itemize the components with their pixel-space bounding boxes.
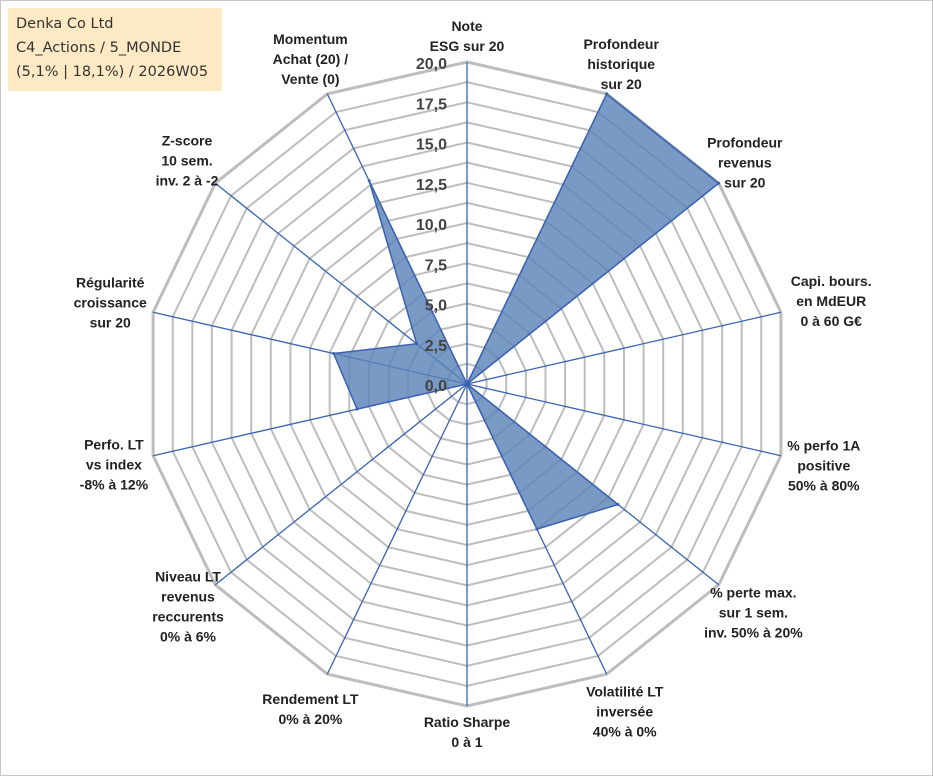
axis-label-0: ESG sur 20 bbox=[430, 38, 505, 54]
axis-labels: Note ESG sur 20 Profondeur historique sur 20… bbox=[74, 18, 872, 750]
axis-label-9: reccurents bbox=[152, 609, 224, 625]
axis-label-10: Perfo. LT bbox=[84, 437, 144, 453]
data-point-1 bbox=[605, 92, 609, 96]
tick-label: 10,0 bbox=[416, 217, 447, 234]
axis-label-8: Rendement LT bbox=[262, 691, 359, 707]
axis-label-7: 0 à 1 bbox=[451, 734, 482, 750]
axis-label-4: % perfo 1A bbox=[787, 437, 860, 453]
axis-label-12: Z-score bbox=[162, 133, 213, 149]
axis-label-9: revenus bbox=[161, 589, 215, 605]
axis-label-6: Volatilité LT bbox=[586, 684, 664, 700]
axis-label-5: inv. 50% à 20% bbox=[704, 624, 803, 640]
data-point-6 bbox=[535, 527, 539, 531]
data-point-13 bbox=[367, 179, 371, 183]
axis-label-2: revenus bbox=[718, 154, 772, 170]
axis-label-2: Profondeur bbox=[707, 134, 783, 150]
axis-label-11: sur 20 bbox=[90, 315, 131, 331]
data-area-layer bbox=[332, 92, 721, 531]
axis-label-13: Vente (0) bbox=[281, 71, 339, 87]
data-point-11 bbox=[332, 352, 336, 355]
axis-label-3: en MdEUR bbox=[796, 293, 866, 309]
axis-label-1: sur 20 bbox=[601, 76, 642, 92]
axis-label-7: Ratio Sharpe bbox=[424, 714, 511, 730]
axis-label-4: 50% à 80% bbox=[788, 477, 860, 493]
axis-label-12: 10 sem. bbox=[161, 153, 212, 169]
axis-label-0: Note bbox=[451, 18, 482, 34]
data-point-9 bbox=[465, 382, 469, 386]
axis-label-1: historique bbox=[587, 56, 655, 72]
info-box: Denka Co Ltd C4_Actions / 5_MONDE (5,1% … bbox=[8, 8, 222, 91]
axis-spoke-3 bbox=[466, 311, 782, 385]
axis-label-13: Momentum bbox=[273, 31, 348, 47]
axis-spoke-8 bbox=[326, 383, 468, 675]
axis-label-5: sur 1 sem. bbox=[719, 604, 788, 620]
data-point-10 bbox=[355, 407, 359, 411]
axis-label-5: % perte max. bbox=[710, 584, 796, 600]
axis-label-2: sur 20 bbox=[724, 174, 765, 190]
axis-label-3: Capi. bours. bbox=[791, 273, 872, 289]
axis-spoke-9 bbox=[214, 383, 468, 586]
axis-label-1: Profondeur bbox=[583, 36, 659, 52]
tick-label: 15,0 bbox=[416, 137, 447, 154]
period-stats: (5,1% | 18,1%) / 2026W05 bbox=[16, 64, 209, 80]
tick-label: 2,5 bbox=[425, 338, 447, 355]
axis-label-6: 40% à 0% bbox=[593, 724, 657, 740]
data-point-12 bbox=[415, 342, 419, 346]
axis-label-11: croissance bbox=[74, 295, 147, 311]
axis-label-12: inv. 2 à -2 bbox=[156, 173, 219, 189]
portfolio-category: C4_Actions / 5_MONDE bbox=[16, 40, 182, 56]
data-point-2 bbox=[717, 181, 721, 185]
axis-label-13: Achat (20) / bbox=[273, 51, 349, 67]
tick-label: 20,0 bbox=[416, 56, 447, 73]
tick-label: 0,0 bbox=[425, 378, 447, 395]
axis-label-10: vs index bbox=[86, 457, 142, 473]
axis-spoke-4 bbox=[466, 383, 782, 457]
radial-tick-labels: 0,0 2,5 5,0 7,5 10,0 12,5 15,0 17,5 20,0 bbox=[416, 56, 447, 395]
axis-label-9: Niveau LT bbox=[155, 569, 221, 585]
axis-label-8: 0% à 20% bbox=[278, 711, 342, 727]
data-point-5 bbox=[616, 503, 620, 506]
axis-label-10: -8% à 12% bbox=[80, 477, 149, 493]
tick-label: 5,0 bbox=[425, 298, 447, 315]
company-name: Denka Co Ltd bbox=[16, 16, 114, 32]
tick-label: 17,5 bbox=[416, 96, 447, 113]
data-area bbox=[332, 93, 720, 530]
axis-label-6: inversée bbox=[596, 704, 653, 720]
axis-label-9: 0% à 6% bbox=[160, 629, 217, 645]
axis-label-11: Régularité bbox=[76, 275, 145, 291]
tick-label: 7,5 bbox=[425, 257, 447, 274]
tick-label: 12,5 bbox=[416, 177, 447, 194]
axis-label-3: 0 à 60 G€ bbox=[800, 313, 862, 329]
axis-label-4: positive bbox=[797, 457, 850, 473]
